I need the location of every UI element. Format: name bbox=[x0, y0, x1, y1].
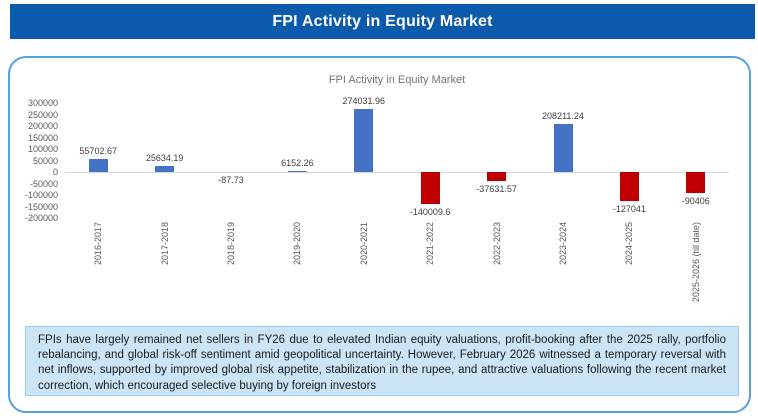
data-label: -90406 bbox=[681, 195, 710, 206]
x-category-label: 2024-2025 bbox=[624, 222, 635, 266]
x-category-cell: 2025-2026 (till date) bbox=[663, 222, 729, 318]
data-label: -127041 bbox=[612, 204, 646, 215]
data-label: 274031.96 bbox=[342, 95, 386, 106]
bar-2020-2021 bbox=[354, 108, 374, 172]
y-tick-label: 100000 bbox=[27, 144, 58, 154]
chart-title: FPI Activity in Equity Market bbox=[328, 74, 466, 86]
x-category-label: 2021-2022 bbox=[425, 222, 436, 266]
data-label: 25634.19 bbox=[145, 153, 184, 164]
data-label: -140009.6 bbox=[409, 207, 451, 218]
footer-note: FPIs have largely remained net sellers i… bbox=[25, 326, 739, 396]
x-category-label: 2025-2026 (till date) bbox=[690, 222, 701, 303]
y-tick-label: 300000 bbox=[27, 98, 58, 108]
x-category-label: 2016-2017 bbox=[93, 222, 104, 266]
bar-2023-2024 bbox=[553, 124, 573, 172]
y-tick-label: -150000 bbox=[24, 201, 58, 212]
y-tick-label: 200000 bbox=[27, 121, 58, 131]
x-axis-line bbox=[65, 172, 729, 173]
data-label: 6152.26 bbox=[281, 157, 314, 168]
bar-2025-2026-till-date- bbox=[686, 172, 706, 193]
x-category-cell: 2023-2024 bbox=[530, 222, 596, 318]
y-tick-label: 0 bbox=[52, 167, 58, 177]
x-category-label: 2020-2021 bbox=[358, 222, 369, 266]
bar-2016-2017 bbox=[88, 159, 108, 172]
data-label: 208211.24 bbox=[542, 111, 584, 122]
y-tick-label: -100000 bbox=[24, 190, 58, 200]
y-tick-label: 250000 bbox=[27, 109, 58, 120]
data-label: 55702.67 bbox=[79, 146, 117, 157]
page-header: FPI Activity in Equity Market bbox=[10, 4, 755, 39]
bar-2024-2025 bbox=[619, 172, 639, 202]
bar-2022-2023 bbox=[487, 172, 507, 181]
x-category-cell: 2019-2020 bbox=[264, 222, 330, 318]
x-axis: 2016-2017 2017-2018 2018-2019 2019-2020 2020… bbox=[65, 222, 729, 318]
x-category-label: 2019-2020 bbox=[292, 222, 303, 266]
y-axis: 300000 250000 200000 150000 100000 50000 0 -500… bbox=[0, 98, 58, 223]
x-category-label: 2023-2024 bbox=[558, 222, 569, 266]
bar-2021-2022 bbox=[420, 172, 440, 205]
x-category-label: 2022-2023 bbox=[491, 222, 502, 266]
x-category-cell: 2021-2022 bbox=[397, 222, 463, 318]
x-category-cell: 2022-2023 bbox=[463, 222, 529, 318]
x-category-cell: 2020-2021 bbox=[331, 222, 397, 318]
x-category-cell: 2016-2017 bbox=[65, 222, 131, 318]
bar-2017-2018 bbox=[155, 166, 175, 172]
page-title: FPI Activity in Equity Market bbox=[272, 12, 493, 30]
bar-2019-2020 bbox=[287, 170, 307, 172]
x-category-label: 2017-2018 bbox=[159, 222, 170, 266]
plot-area: 55702.67 25634.19 -87.73 6152.26 274031.96 -1… bbox=[65, 96, 729, 218]
y-tick-label: -50000 bbox=[29, 178, 58, 189]
y-tick-label: -200000 bbox=[24, 213, 58, 223]
x-category-cell: 2017-2018 bbox=[131, 222, 197, 318]
data-label: -87.73 bbox=[218, 175, 244, 186]
x-category-cell: 2018-2019 bbox=[198, 222, 264, 318]
x-category-cell: 2024-2025 bbox=[596, 222, 662, 318]
y-tick-label: 150000 bbox=[27, 132, 58, 143]
data-label: -37631.57 bbox=[476, 183, 517, 194]
x-category-label: 2018-2019 bbox=[226, 222, 237, 266]
y-tick-label: 50000 bbox=[32, 155, 58, 166]
